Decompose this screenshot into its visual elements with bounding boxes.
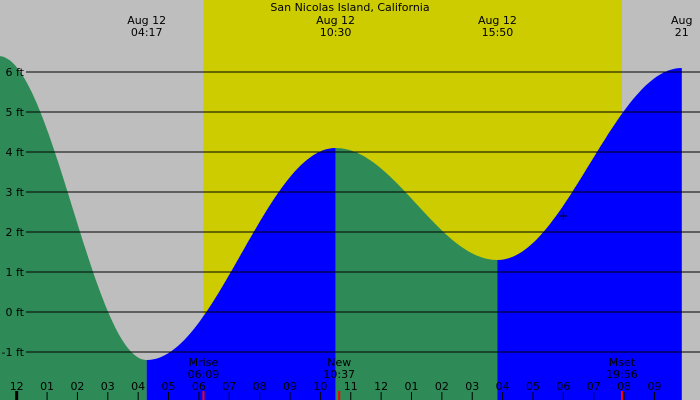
hour-tick-label: 09 — [283, 380, 297, 393]
extreme-time-label: 10:30 — [320, 26, 352, 39]
rising-tide-area — [497, 68, 682, 400]
event-name-label: Mrise — [189, 356, 219, 369]
event-time-label: 10:37 — [323, 368, 355, 381]
y-tick-label: 0 ft — [6, 306, 25, 319]
hour-tick-label: 10 — [313, 380, 327, 393]
hour-tick-label: 05 — [526, 380, 540, 393]
hour-tick-label: 12 — [10, 380, 24, 393]
y-tick-label: 3 ft — [6, 186, 25, 199]
extreme-date-label: Aug 12 — [478, 14, 517, 27]
hour-tick-label: 07 — [222, 380, 236, 393]
hour-tick-label: 08 — [617, 380, 631, 393]
event-time-label: 19:56 — [606, 368, 638, 381]
hour-tick-label: 06 — [192, 380, 206, 393]
tide-areas — [0, 56, 682, 400]
falling-tide-area — [335, 148, 498, 400]
falling-tide-area — [0, 56, 147, 400]
hour-tick-label: 06 — [556, 380, 570, 393]
rising-tide-area — [146, 148, 336, 400]
chart-title: San Nicolas Island, California — [270, 1, 429, 14]
hour-tick-label: 04 — [496, 380, 510, 393]
hour-tick-label: 02 — [70, 380, 84, 393]
extreme-date-label: Aug — [671, 14, 692, 27]
hour-tick-label: 07 — [587, 380, 601, 393]
hour-tick-label: 01 — [40, 380, 54, 393]
hour-tick-label: 05 — [162, 380, 176, 393]
extreme-date-label: Aug 12 — [316, 14, 355, 27]
extreme-time-label: 04:17 — [131, 26, 163, 39]
hour-tick-label: 04 — [131, 380, 145, 393]
hour-tick-label: 12 — [374, 380, 388, 393]
hour-tick-label: 01 — [404, 380, 418, 393]
extreme-date-label: Aug 12 — [127, 14, 166, 27]
current-marker — [559, 212, 568, 220]
y-tick-label: 4 ft — [6, 146, 25, 159]
y-tick-label: 1 ft — [6, 266, 25, 279]
hour-tick-label: 03 — [465, 380, 479, 393]
event-time-label: 06:09 — [188, 368, 220, 381]
hour-tick-label: 02 — [435, 380, 449, 393]
extreme-time-label: 15:50 — [482, 26, 514, 39]
y-tick-label: -1 ft — [2, 346, 25, 359]
y-tick-label: 6 ft — [6, 66, 25, 79]
y-tick-label: 2 ft — [6, 226, 25, 239]
grid-lines — [26, 71, 700, 353]
hour-axis: 1112010203040506070809101112010203040506… — [10, 380, 661, 400]
extreme-time-label: 21 — [675, 26, 689, 39]
y-axis-labels: -1 ft 0 ft 1 ft 2 ft 3 ft 4 ft 5 ft 6 ft — [2, 66, 25, 359]
event-name-label: Mset — [609, 356, 636, 369]
hour-tick-label: 08 — [253, 380, 267, 393]
hour-tick-label: 03 — [101, 380, 115, 393]
event-name-label: New — [327, 356, 351, 369]
hour-tick-label: 11 — [344, 380, 358, 393]
y-tick-label: 5 ft — [6, 106, 25, 119]
hour-tick-label: 09 — [647, 380, 661, 393]
